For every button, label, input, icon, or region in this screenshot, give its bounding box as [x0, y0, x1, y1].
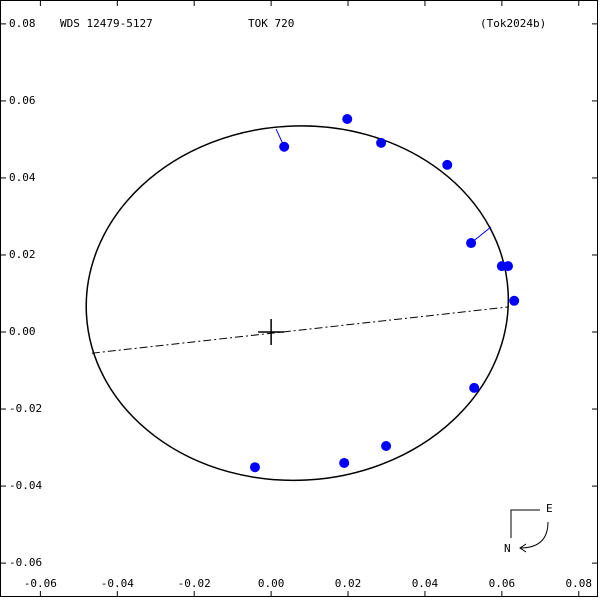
y-tick-label: 0.08: [9, 17, 36, 30]
compass-north: N: [504, 542, 511, 555]
observation: [503, 261, 514, 272]
reference: (Tok2024b): [480, 17, 546, 30]
y-tick-label: 0.00: [9, 325, 36, 338]
orbit: [85, 125, 510, 482]
y-tick-label: -0.06: [9, 556, 42, 569]
observation: [509, 295, 520, 306]
observation: [279, 141, 290, 152]
x-tick-label: -0.02: [178, 577, 211, 590]
x-tick-label: -0.04: [101, 577, 134, 590]
compass-east: E: [546, 502, 553, 515]
line-of-nodes: [91, 306, 509, 354]
observation: [466, 238, 477, 249]
observation: [381, 441, 392, 452]
observation: [339, 457, 350, 468]
x-tick-label: 0.00: [258, 577, 285, 590]
x-tick-label: -0.06: [24, 577, 57, 590]
x-tick-label: 0.06: [489, 577, 516, 590]
x-tick-label: 0.08: [566, 577, 593, 590]
compass-arrow: [519, 521, 549, 553]
compass: [510, 509, 549, 553]
observation: [442, 159, 453, 170]
x-tick-label: 0.04: [412, 577, 439, 590]
y-tick-label: -0.04: [9, 479, 42, 492]
compass-axes: [510, 509, 540, 538]
subtitle: TOK 720: [248, 17, 294, 30]
y-tick-label: 0.02: [9, 248, 36, 261]
observation: [376, 137, 387, 148]
observation: [469, 382, 480, 393]
y-tick-label: -0.02: [9, 402, 42, 415]
y-tick-label: 0.04: [9, 171, 36, 184]
chart-title: WDS 12479-5127: [60, 17, 153, 30]
x-tick-label: 0.02: [335, 577, 362, 590]
y-tick-label: 0.06: [9, 94, 36, 107]
primary-star: [258, 319, 285, 346]
observation: [342, 114, 353, 125]
observation: [249, 462, 260, 473]
